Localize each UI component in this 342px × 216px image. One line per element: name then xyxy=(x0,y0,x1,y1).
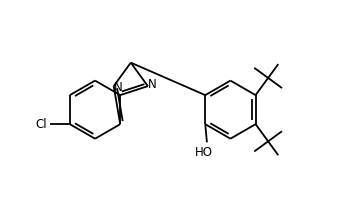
Text: HO: HO xyxy=(195,146,213,159)
Text: N: N xyxy=(114,81,122,94)
Text: N: N xyxy=(148,78,157,91)
Text: Cl: Cl xyxy=(36,118,48,131)
